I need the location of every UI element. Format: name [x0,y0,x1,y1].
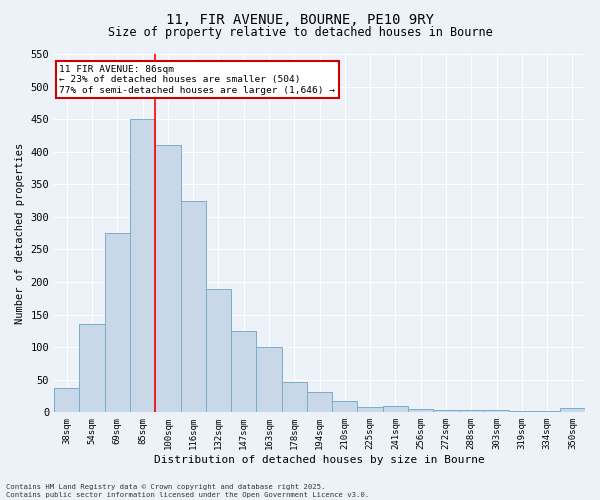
Bar [54,388,79,412]
Bar [383,406,408,412]
Bar [509,411,535,412]
Bar [433,410,458,412]
Bar [458,410,484,412]
Bar [535,411,560,412]
Bar [256,347,281,412]
Text: Contains HM Land Registry data © Crown copyright and database right 2025.
Contai: Contains HM Land Registry data © Crown c… [6,484,369,498]
Bar [560,408,585,412]
Bar [484,410,509,412]
Text: 11, FIR AVENUE, BOURNE, PE10 9RY: 11, FIR AVENUE, BOURNE, PE10 9RY [166,12,434,26]
Bar [332,400,358,412]
Bar [231,331,256,412]
Bar [307,392,332,412]
Y-axis label: Number of detached properties: Number of detached properties [15,142,25,324]
Bar [79,324,105,412]
Text: 11 FIR AVENUE: 86sqm
← 23% of detached houses are smaller (504)
77% of semi-deta: 11 FIR AVENUE: 86sqm ← 23% of detached h… [59,64,335,94]
Bar [155,145,181,412]
Bar [105,233,130,412]
Bar [130,119,155,412]
Bar [206,288,231,412]
Text: Size of property relative to detached houses in Bourne: Size of property relative to detached ho… [107,26,493,39]
Bar [358,407,383,412]
X-axis label: Distribution of detached houses by size in Bourne: Distribution of detached houses by size … [154,455,485,465]
Bar [181,200,206,412]
Bar [281,382,307,412]
Bar [408,409,433,412]
